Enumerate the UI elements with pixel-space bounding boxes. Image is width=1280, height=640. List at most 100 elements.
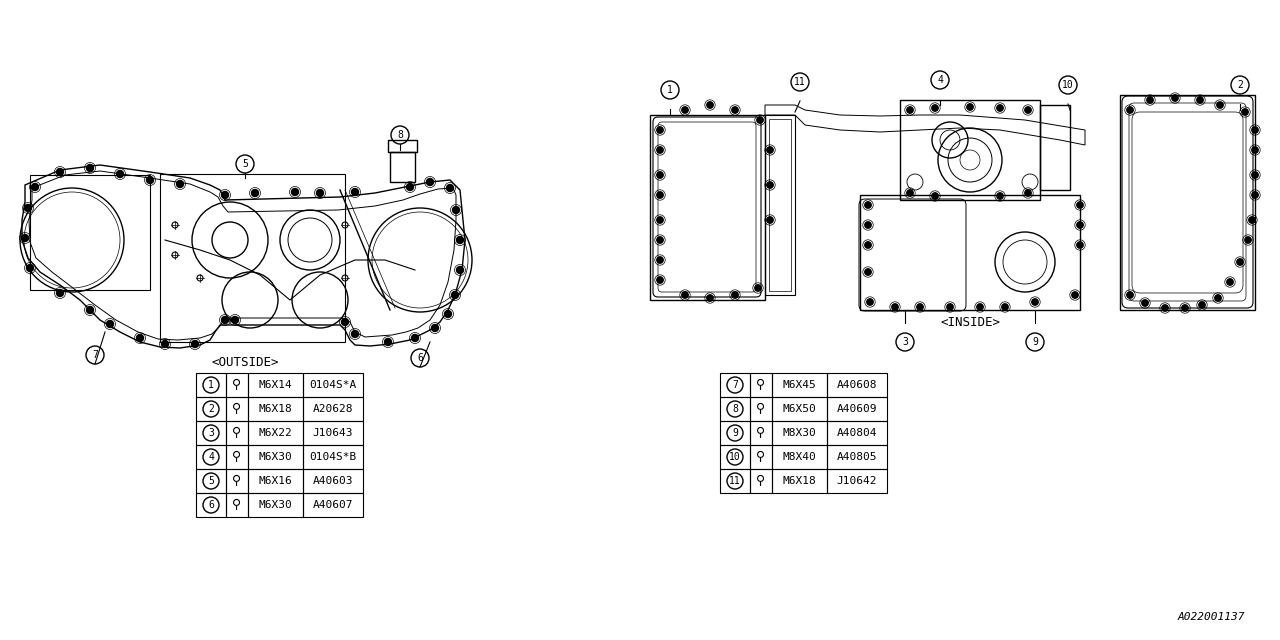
Circle shape — [932, 193, 938, 199]
Text: 10: 10 — [1062, 80, 1074, 90]
Circle shape — [682, 292, 689, 298]
Circle shape — [192, 340, 198, 348]
Text: 9: 9 — [732, 428, 739, 438]
Circle shape — [657, 217, 663, 223]
Circle shape — [755, 285, 762, 291]
Text: M6X18: M6X18 — [782, 476, 817, 486]
Text: ⚲: ⚲ — [233, 499, 242, 511]
Text: 0104S*B: 0104S*B — [310, 452, 357, 462]
Bar — [827, 373, 887, 397]
Text: 0104S*A: 0104S*A — [310, 380, 357, 390]
Text: 11: 11 — [730, 476, 741, 486]
Text: M6X30: M6X30 — [259, 500, 292, 510]
Circle shape — [1002, 304, 1009, 310]
Circle shape — [1252, 127, 1258, 133]
Circle shape — [457, 266, 463, 273]
Bar — [248, 373, 303, 397]
Text: 8: 8 — [397, 130, 403, 140]
Bar — [248, 397, 303, 421]
Circle shape — [1215, 295, 1221, 301]
Circle shape — [411, 335, 419, 342]
Bar — [772, 469, 827, 493]
Bar — [827, 421, 887, 445]
Bar — [196, 397, 227, 421]
Text: J10643: J10643 — [312, 428, 353, 438]
Circle shape — [657, 257, 663, 263]
Circle shape — [1242, 109, 1248, 115]
Bar — [248, 421, 303, 445]
Circle shape — [1126, 292, 1133, 298]
Circle shape — [767, 147, 773, 153]
Circle shape — [732, 107, 739, 113]
Text: ⚲: ⚲ — [233, 378, 242, 392]
Text: 4: 4 — [209, 452, 214, 462]
Bar — [248, 445, 303, 469]
Circle shape — [352, 330, 358, 337]
Circle shape — [977, 304, 983, 310]
Text: ⚲: ⚲ — [233, 426, 242, 440]
Text: A40804: A40804 — [837, 428, 877, 438]
Circle shape — [1071, 292, 1078, 298]
Text: A20628: A20628 — [312, 404, 353, 414]
Text: 5: 5 — [242, 159, 248, 169]
Text: 2: 2 — [1236, 80, 1243, 90]
Bar — [390, 152, 415, 182]
Bar — [650, 115, 765, 300]
Circle shape — [1181, 305, 1188, 311]
Circle shape — [932, 105, 938, 111]
Circle shape — [732, 292, 739, 298]
Bar — [721, 469, 750, 493]
Circle shape — [1226, 279, 1233, 285]
Circle shape — [707, 295, 713, 301]
Circle shape — [87, 164, 93, 172]
Text: <INSIDE>: <INSIDE> — [940, 316, 1000, 328]
Circle shape — [177, 180, 183, 188]
Circle shape — [906, 190, 913, 196]
Text: A40609: A40609 — [837, 404, 877, 414]
Circle shape — [657, 172, 663, 178]
Circle shape — [767, 217, 773, 223]
Circle shape — [867, 299, 873, 305]
Text: A40805: A40805 — [837, 452, 877, 462]
Circle shape — [232, 317, 238, 323]
Circle shape — [407, 184, 413, 191]
Circle shape — [947, 304, 954, 310]
Circle shape — [1252, 147, 1258, 153]
Circle shape — [906, 107, 913, 113]
Circle shape — [342, 319, 348, 326]
Circle shape — [447, 184, 453, 191]
Text: A40608: A40608 — [837, 380, 877, 390]
Circle shape — [384, 339, 392, 346]
Circle shape — [682, 107, 689, 113]
Text: <OUTSIDE>: <OUTSIDE> — [211, 355, 279, 369]
Text: 6: 6 — [417, 353, 422, 363]
Circle shape — [137, 335, 143, 342]
Bar — [750, 469, 772, 493]
Bar — [196, 469, 227, 493]
Bar — [750, 397, 772, 421]
Circle shape — [997, 193, 1004, 199]
Bar — [721, 445, 750, 469]
Circle shape — [1025, 107, 1032, 113]
Text: ⚲: ⚲ — [756, 403, 765, 415]
Text: M8X40: M8X40 — [782, 452, 817, 462]
Circle shape — [657, 277, 663, 283]
Text: ⚲: ⚲ — [233, 403, 242, 415]
Circle shape — [352, 189, 358, 195]
Bar — [721, 373, 750, 397]
Text: 1: 1 — [209, 380, 214, 390]
Bar — [827, 445, 887, 469]
Circle shape — [657, 147, 663, 153]
Circle shape — [457, 237, 463, 243]
Text: A40607: A40607 — [312, 500, 353, 510]
Circle shape — [106, 321, 114, 328]
Circle shape — [1032, 299, 1038, 305]
Circle shape — [865, 222, 872, 228]
Circle shape — [116, 170, 123, 177]
Text: ⚲: ⚲ — [233, 474, 242, 488]
Bar — [772, 397, 827, 421]
Circle shape — [916, 304, 923, 310]
Bar — [827, 397, 887, 421]
Bar — [303, 469, 364, 493]
Bar — [303, 421, 364, 445]
